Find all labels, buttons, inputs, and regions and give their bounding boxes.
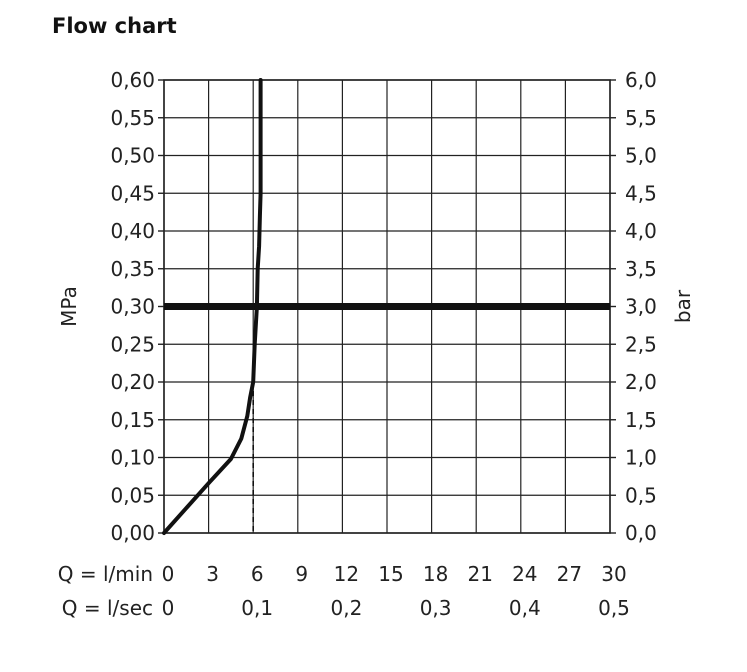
x-tick-label-lmin: 12 [334,562,359,586]
right-tick-label: 4,0 [625,219,657,243]
left-tick-label: 0,35 [110,257,155,281]
right-tick-label: 4,5 [625,181,657,205]
right-tick-label: 5,5 [625,106,657,130]
right-tick-label: 3,0 [625,295,657,319]
right-tick-label: 3,5 [625,257,657,281]
x-tick-label-lsec: 0 [162,596,175,620]
x-tick-label-lsec: 0,2 [330,596,362,620]
right-tick-label: 1,0 [625,446,657,470]
left-tick-label: 0,45 [110,181,155,205]
right-tick-label: 0,5 [625,483,657,507]
left-tick-label: 0,60 [110,68,155,92]
x-tick-label-lsec: 0,3 [420,596,452,620]
left-tick-label: 0,00 [110,521,155,545]
x-tick-label-lsec: 0,4 [509,596,541,620]
x-axis-label-lmin: Q = l/min [58,562,153,586]
flow-curve-group [162,78,610,535]
y-axis-label-right: bar [671,289,695,323]
x-tick-label-lsec: 0,1 [241,596,273,620]
right-tick-label: 5,0 [625,144,657,168]
flow-curve [162,78,263,535]
x-axis-label-lsec: Q = l/sec [62,596,153,620]
y-axis-label-left: MPa [57,286,81,327]
x-tick-label-lmin: 9 [295,562,308,586]
left-tick-label: 0,30 [110,295,155,319]
right-tick-label: 2,5 [625,332,657,356]
x-tick-label-lmin: 27 [557,562,582,586]
right-tick-label: 6,0 [625,68,657,92]
right-tick-label: 2,0 [625,370,657,394]
x-tick-label-lmin: 15 [378,562,403,586]
tick-labels: 0,000,050,100,150,200,250,300,350,400,45… [57,68,695,620]
x-tick-label-lmin: 6 [251,562,264,586]
left-tick-label: 0,25 [110,332,155,356]
x-tick-label-lmin: 18 [423,562,448,586]
left-tick-label: 0,05 [110,483,155,507]
x-tick-label-lmin: 24 [512,562,537,586]
left-tick-label: 0,15 [110,408,155,432]
right-tick-label: 1,5 [625,408,657,432]
left-tick-label: 0,10 [110,446,155,470]
left-tick-label: 0,55 [110,106,155,130]
x-tick-label-lsec: 0,5 [598,596,630,620]
x-tick-label-lmin: 0 [162,562,175,586]
right-tick-label: 0,0 [625,521,657,545]
x-tick-label-lmin: 21 [467,562,492,586]
x-tick-label-lmin: 3 [206,562,219,586]
chart-title: Flow chart [52,14,177,38]
left-tick-label: 0,50 [110,144,155,168]
left-tick-label: 0,40 [110,219,155,243]
x-tick-label-lmin: 30 [601,562,626,586]
left-tick-label: 0,20 [110,370,155,394]
